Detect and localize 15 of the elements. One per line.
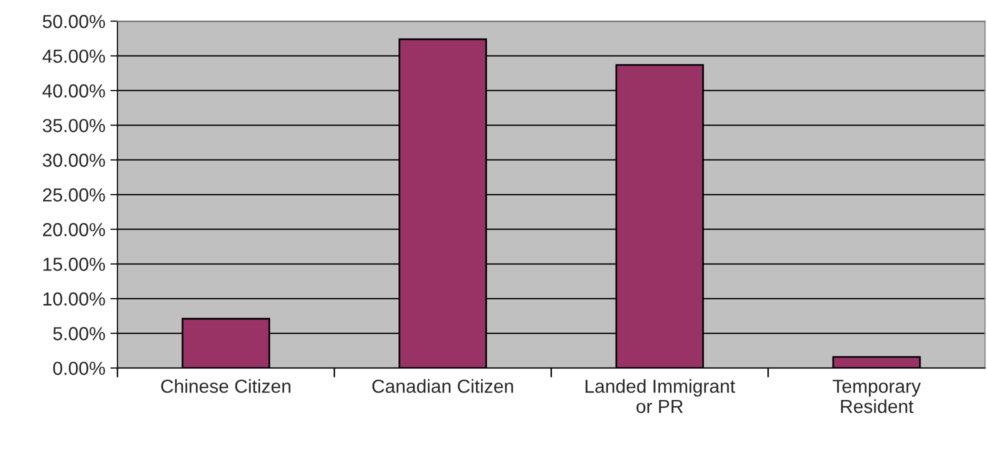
y-tick-label: 10.00%: [43, 292, 105, 306]
y-tick-label: 15.00%: [43, 258, 105, 271]
x-tick-label: Chinese Citizen: [161, 379, 290, 393]
y-tick-label: 35.00%: [42, 118, 105, 132]
y-tick-label: 5.00%: [53, 327, 105, 340]
y-tick-label: 50.00%: [42, 14, 105, 28]
y-tick-label: 30.00%: [42, 154, 105, 167]
y-tick-label: 40.00%: [42, 84, 105, 98]
y-tick-label: 0.00%: [53, 362, 105, 375]
y-tick-label: 25.00%: [43, 188, 105, 202]
y-tick-label: 45.00%: [42, 50, 105, 63]
x-tick-label: Canadian Citizen: [372, 379, 513, 393]
x-tick-label: Landed Immigrant or PR: [586, 379, 736, 414]
y-tick-label: 20.00%: [43, 222, 105, 236]
x-tick-label: Temporary Resident: [832, 380, 921, 414]
